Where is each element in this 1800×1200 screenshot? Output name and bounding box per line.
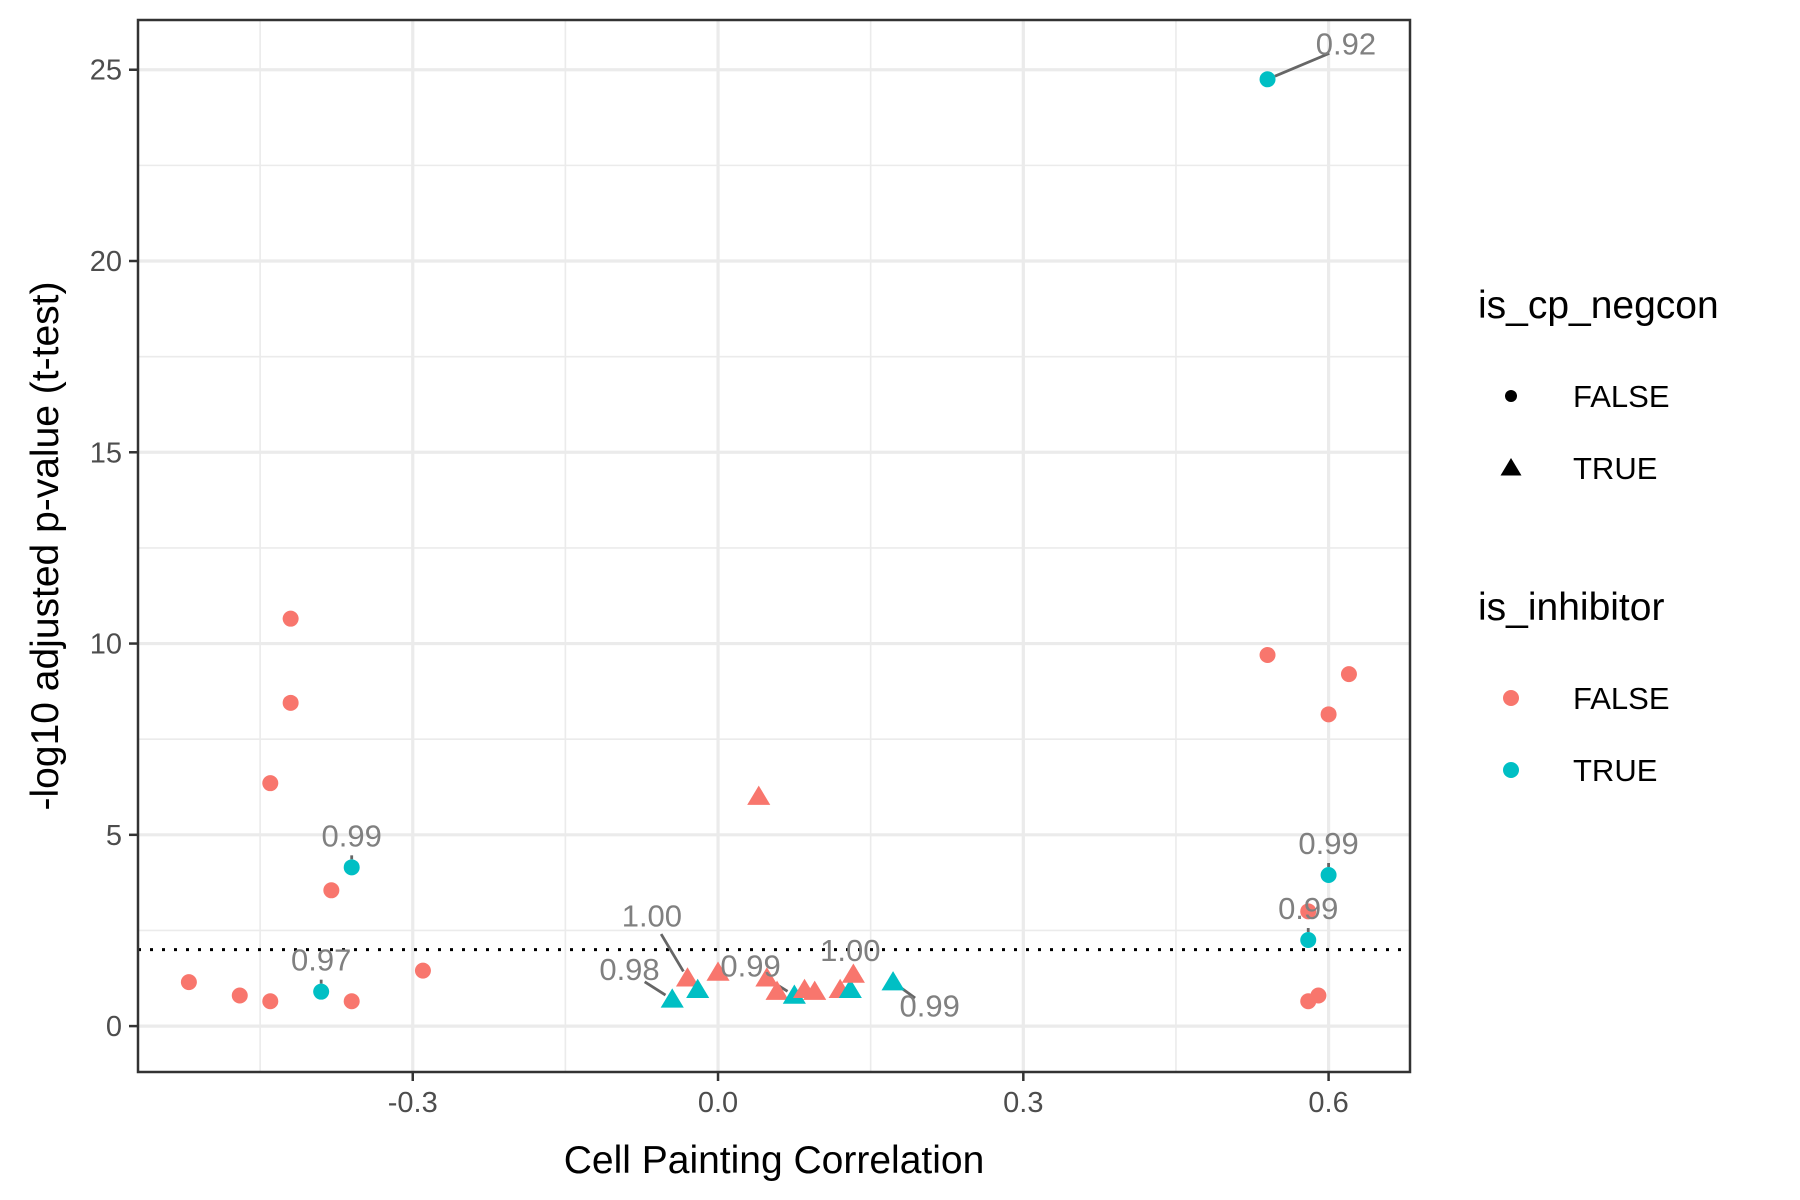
annotation-label: 1.00	[820, 933, 880, 968]
y-tick-label: 10	[90, 629, 122, 661]
legend-key-circle	[1503, 762, 1519, 778]
y-axis-title: -log10 adjusted p-value (t-test)	[24, 282, 67, 811]
data-point-triangle	[841, 963, 865, 983]
legend-label: TRUE	[1573, 451, 1657, 486]
y-tick-label: 20	[90, 246, 122, 278]
data-point-circle	[262, 775, 279, 792]
legend-title: is_inhibitor	[1478, 586, 1664, 629]
data-point-triangle	[675, 967, 700, 987]
x-axis-title: Cell Painting Correlation	[564, 1139, 985, 1182]
data-point-circle	[1320, 866, 1337, 883]
annotation-label: 0.99	[322, 818, 382, 853]
data-point-circle	[1300, 903, 1317, 920]
data-points	[180, 71, 1357, 1010]
grid-major	[138, 20, 1410, 1072]
data-point-circle	[231, 987, 248, 1004]
annotation-leader	[643, 980, 667, 997]
data-point-circle	[1320, 706, 1337, 723]
annotation-label: 0.99	[1298, 826, 1358, 861]
annotation-label: 0.92	[1316, 26, 1376, 61]
annotation-label: 0.98	[599, 952, 659, 987]
data-point-circle	[1259, 647, 1276, 664]
legend-key-triangle	[1500, 458, 1522, 476]
data-point-triangle	[765, 980, 789, 1000]
annotation-labels: 0.92 0.99 0.97 1.00 0.98 0.99 1.00 0.99 0.99 0.99	[291, 26, 1376, 1023]
data-point-triangle	[706, 961, 730, 981]
annotation-label: 1.00	[622, 899, 682, 934]
y-tick-label: 25	[90, 55, 122, 87]
data-point-circle	[1340, 666, 1357, 683]
legend: is_cp_negcon FALSE TRUE is_inhibitor FALSE TR…	[1478, 284, 1719, 788]
data-point-circle	[180, 974, 197, 991]
annotation-label: 0.99	[720, 948, 780, 983]
plot-background	[138, 20, 1410, 1072]
y-tick-label: 5	[106, 820, 122, 852]
annotation-label: 0.99	[900, 989, 960, 1024]
x-axis: -0.3 0.0 0.3 0.6	[388, 1072, 1349, 1119]
data-point-triangle	[747, 785, 771, 805]
legend-title: is_cp_negcon	[1478, 284, 1719, 327]
data-point-circle	[1310, 987, 1327, 1004]
legend-label: FALSE	[1573, 681, 1670, 716]
data-point-circle	[282, 610, 299, 627]
data-point-circle	[414, 962, 431, 979]
legend-key-circle	[1505, 390, 1517, 402]
grid-minor	[138, 20, 1410, 1072]
data-point-circle	[262, 993, 279, 1010]
x-tick-label: 0.3	[1003, 1087, 1043, 1119]
data-point-triangle	[838, 978, 862, 999]
data-point-circle	[1300, 932, 1317, 949]
y-axis: 0 5 10 15 20 25	[90, 55, 138, 1043]
annotation-leader	[659, 933, 685, 973]
legend-label: TRUE	[1573, 753, 1657, 788]
y-tick-label: 15	[90, 437, 122, 469]
x-tick-label: 0.0	[698, 1087, 738, 1119]
data-point-triangle	[803, 980, 827, 1000]
data-point-circle	[1259, 71, 1276, 88]
annotation-label: 0.99	[1278, 891, 1338, 926]
data-point-circle	[343, 993, 360, 1010]
data-point-triangle	[782, 984, 806, 1004]
data-point-triangle	[881, 971, 905, 991]
data-point-circle	[343, 859, 360, 876]
data-point-circle	[282, 694, 299, 711]
legend-key-circle	[1503, 690, 1519, 706]
y-tick-label: 0	[106, 1011, 122, 1043]
plot-border	[136, 18, 1412, 1074]
data-point-circle	[323, 882, 340, 899]
data-point-triangle	[686, 978, 710, 999]
data-point-triangle	[660, 988, 684, 1008]
data-point-circle	[313, 983, 330, 1000]
annotation-leader	[1274, 52, 1330, 78]
annotation-label: 0.97	[291, 943, 351, 978]
legend-label: FALSE	[1573, 379, 1670, 414]
x-tick-label: -0.3	[388, 1087, 438, 1119]
x-tick-label: 0.6	[1308, 1087, 1348, 1119]
data-point-triangle	[755, 967, 779, 987]
